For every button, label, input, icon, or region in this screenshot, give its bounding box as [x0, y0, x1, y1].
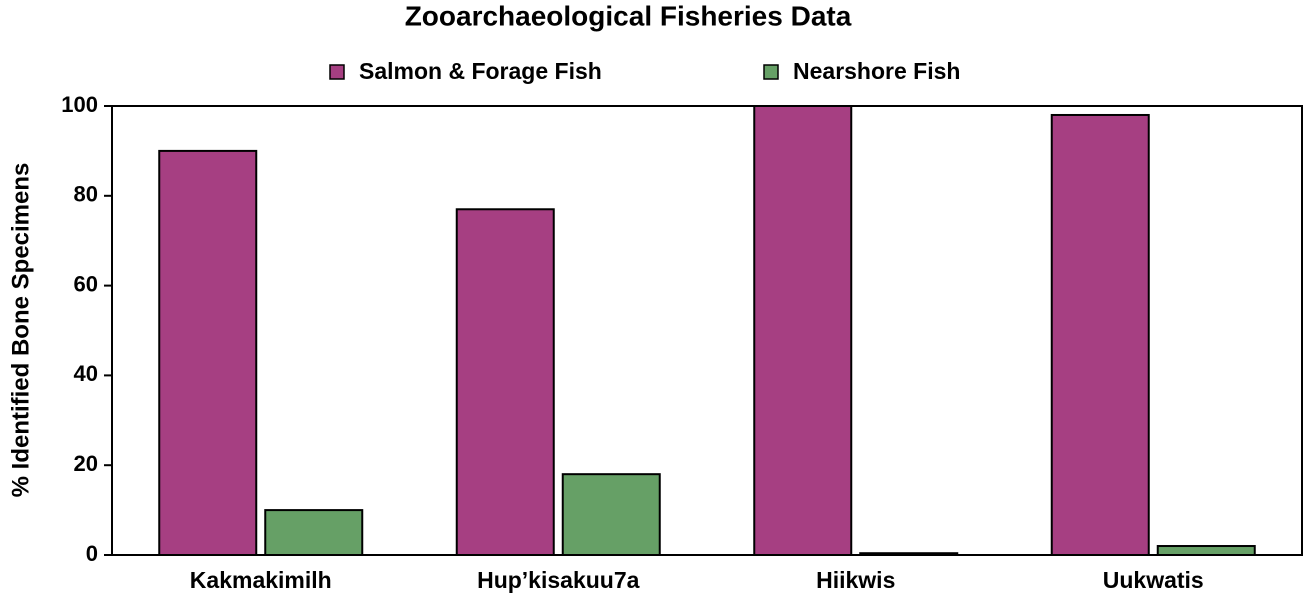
y-tick-label: 0	[86, 541, 98, 566]
chart-title: Zooarchaeological Fisheries Data	[405, 0, 852, 31]
bar	[859, 552, 959, 556]
bar	[455, 208, 555, 557]
bar	[753, 105, 853, 556]
y-tick-label: 20	[74, 451, 98, 476]
plot-frame	[111, 105, 1303, 556]
x-tick-label: Hiikwis	[816, 567, 895, 593]
legend-swatch	[763, 64, 779, 80]
bar	[561, 473, 661, 556]
x-tick-label: Kakmakimilh	[190, 567, 332, 593]
bar	[264, 509, 364, 557]
y-tick-label: 60	[74, 271, 98, 296]
legend-label: Nearshore Fish	[793, 58, 960, 84]
y-axis-label: % Identified Bone Specimens	[7, 163, 34, 498]
y-tick-label: 80	[74, 182, 98, 207]
x-tick-label: Uukwatis	[1103, 567, 1204, 593]
legend-swatch	[329, 64, 345, 80]
y-tick-label: 40	[74, 361, 98, 386]
bar	[1050, 113, 1150, 556]
bar	[1156, 545, 1256, 557]
bar	[158, 149, 258, 556]
legend-label: Salmon & Forage Fish	[359, 58, 602, 84]
x-tick-label: Hup’kisakuu7a	[477, 567, 640, 593]
y-tick-label: 100	[61, 92, 98, 117]
